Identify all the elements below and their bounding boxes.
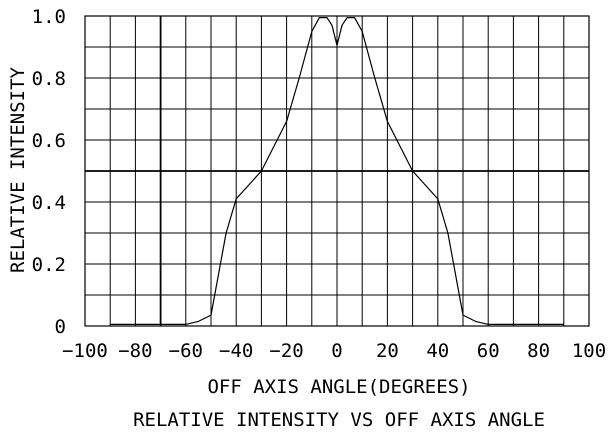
y-tick-label: 0.8 [32,68,66,90]
grid [84,15,590,327]
tick-labels: −100 −80 −60 −40 −20 0 20 40 60 80 100 0 0.2 0.4 0.6 0.… [32,6,606,362]
x-tick-label: −40 [219,340,253,362]
x-tick-label: 20 [376,340,399,362]
intensity-line [110,17,564,325]
y-tick-label: 1.0 [32,6,66,28]
y-tick-label: 0.4 [32,192,66,214]
x-tick-label: 40 [426,340,449,362]
x-tick-label: 0 [331,340,342,362]
x-tick-label: 100 [572,340,606,362]
x-tick-label: 80 [527,340,550,362]
x-tick-label: 60 [477,340,500,362]
x-tick-label: −60 [169,340,203,362]
plot-frame [84,15,590,327]
y-tick-label: 0.2 [32,254,66,276]
x-tick-label: −100 [62,340,108,362]
x-axis-label: OFF AXIS ANGLE(DEGREES) [207,376,470,398]
y-tick-label: 0.6 [32,130,66,152]
x-tick-label: −20 [269,340,303,362]
x-tick-label: −80 [118,340,152,362]
intensity-curve [110,17,564,325]
y-tick-label: 0 [55,316,66,338]
chart-title: RELATIVE INTENSITY VS OFF AXIS ANGLE [133,409,545,431]
y-axis-label: RELATIVE INTENSITY [7,66,29,272]
